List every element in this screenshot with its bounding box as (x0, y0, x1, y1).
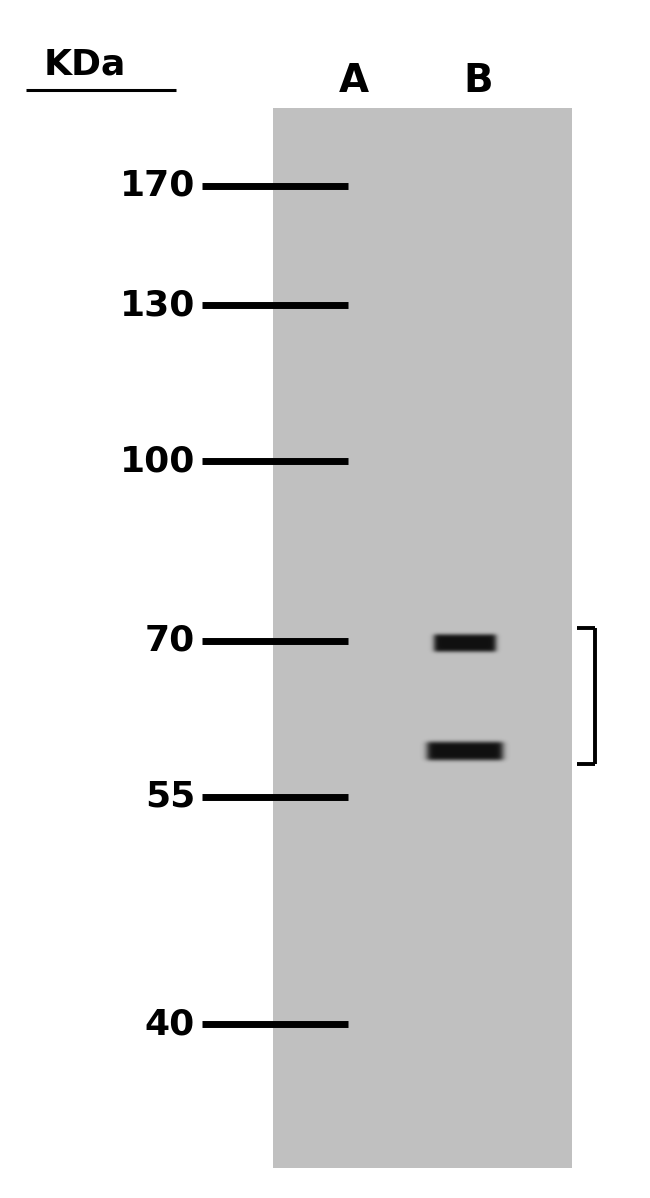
Text: 100: 100 (120, 444, 195, 478)
Text: KDa: KDa (44, 48, 125, 81)
Text: 70: 70 (145, 624, 195, 658)
Text: 170: 170 (120, 169, 195, 202)
Text: 40: 40 (145, 1008, 195, 1041)
Text: 55: 55 (145, 780, 195, 813)
Bar (273, 108, 572, 1168)
Text: A: A (339, 62, 369, 101)
Text: 130: 130 (120, 289, 195, 322)
Text: B: B (463, 62, 493, 101)
